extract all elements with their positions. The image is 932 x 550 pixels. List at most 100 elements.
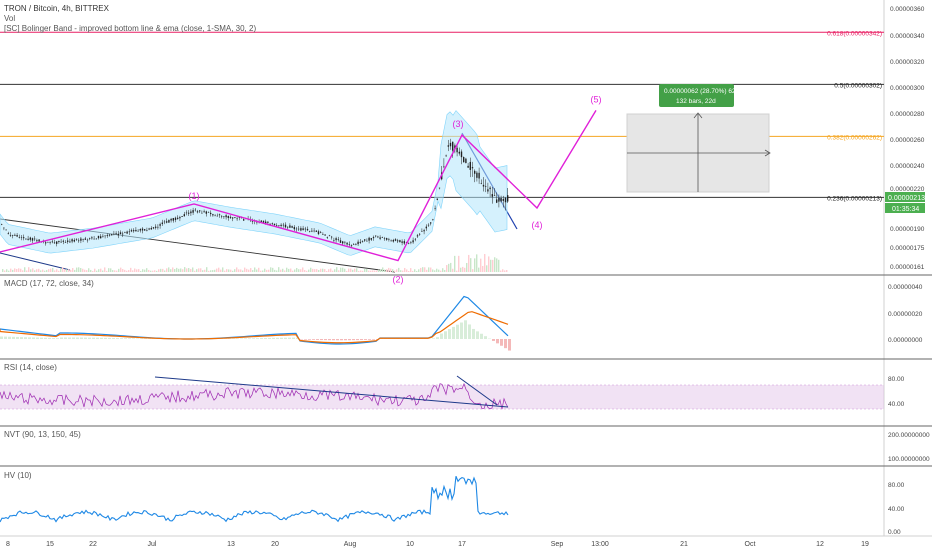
volume-bar: [60, 268, 62, 272]
candle-body: [166, 221, 168, 223]
candle-body: [421, 231, 423, 232]
volume-bar: [44, 270, 46, 272]
candle-body: [403, 241, 405, 244]
candle-body: [295, 228, 298, 230]
volume-bar: [86, 270, 88, 272]
candle-body: [324, 234, 326, 236]
volume-bar: [306, 270, 308, 272]
candle-body: [287, 226, 289, 228]
time-tick-label: 19: [861, 541, 869, 548]
macd-histogram-bar: [448, 329, 451, 339]
volume-bar: [112, 270, 114, 272]
volume-bar: [140, 270, 142, 272]
candle-body: [135, 229, 137, 232]
volume-bar: [350, 268, 352, 272]
candle-body: [480, 183, 482, 184]
volume-bar: [70, 269, 72, 272]
macd-histogram-bar: [28, 337, 31, 339]
macd-histogram-bar: [372, 339, 375, 340]
volume-bar: [416, 270, 418, 272]
candle-body: [148, 228, 150, 230]
candle-body: [502, 198, 504, 201]
macd-histogram-bar: [456, 324, 459, 339]
price-tick-label: 0.00000161: [890, 264, 925, 271]
candle-body: [447, 145, 449, 147]
candle-body: [223, 216, 225, 218]
candle-body: [53, 242, 56, 244]
candle-body: [139, 229, 141, 231]
volume-bar: [30, 269, 32, 272]
volume-bar: [206, 267, 208, 272]
volume-bar: [282, 268, 284, 272]
volume-bar: [188, 267, 190, 272]
candle-body: [172, 218, 174, 221]
candle-body: [328, 235, 331, 237]
candle-body: [399, 240, 401, 243]
volume-bar: [120, 267, 122, 272]
fib-level-label: 0.5(0.00000302): [834, 82, 882, 89]
volume-bar: [292, 270, 294, 272]
candle-body: [207, 212, 210, 213]
volume-bar: [92, 270, 94, 272]
candle-body: [188, 212, 190, 214]
volume-bar: [150, 270, 152, 272]
candle-body: [67, 240, 69, 242]
candle-body: [346, 242, 348, 245]
pane-tick-label: 0.00: [888, 529, 901, 536]
candle-body: [29, 237, 31, 240]
volume-bar: [456, 270, 458, 272]
volume-bar: [390, 268, 392, 272]
candle-body: [379, 237, 381, 239]
candle-body: [443, 166, 445, 168]
macd-histogram-bar: [492, 339, 495, 341]
candle-body: [425, 226, 427, 229]
macd-histogram-bar: [468, 324, 471, 339]
x-axis-ticks: 8 15 22 Jul 13 20 Aug 10 17 Sep 13:00 21 Oct 12 19: [6, 541, 869, 548]
candle-body: [232, 217, 234, 219]
countdown-tag: [885, 203, 925, 213]
candle-body: [476, 172, 478, 178]
volume-bar: [152, 270, 154, 272]
volume-bar: [76, 267, 78, 272]
volume-bar: [454, 255, 456, 272]
candle-body: [489, 187, 491, 190]
candle-body: [150, 228, 152, 230]
last-price-value: 0.00000213: [888, 195, 925, 202]
volume-bar: [436, 268, 438, 272]
macd-histogram-bar: [360, 339, 363, 341]
candle-body: [438, 187, 441, 189]
volume-bar: [382, 267, 384, 272]
candle-body: [302, 228, 304, 231]
time-tick-label: 13: [227, 541, 235, 548]
macd-histogram-bar: [48, 337, 51, 339]
macd-histogram-bar: [452, 326, 455, 339]
candle-body: [273, 223, 276, 226]
candle-body: [498, 197, 500, 202]
candle-body: [434, 208, 436, 209]
volume-bar: [160, 268, 162, 272]
candle-body: [163, 221, 166, 223]
macd-histogram-bar: [284, 337, 287, 339]
volume-bar: [326, 270, 328, 272]
volume-bar: [438, 269, 440, 272]
candle-body: [388, 239, 390, 240]
price-tick-label: 0.00000220: [890, 186, 925, 193]
volume-bar: [50, 268, 52, 272]
candle-body: [225, 215, 227, 218]
candle-body: [155, 226, 157, 228]
macd-histogram-bar: [348, 339, 351, 341]
macd-histogram-bar: [472, 328, 475, 339]
candle-body: [45, 242, 47, 244]
volume-bar: [492, 259, 494, 272]
volume-bar: [404, 267, 406, 272]
candle-body: [313, 230, 315, 232]
candle-body: [60, 241, 62, 243]
candle-body: [306, 228, 309, 231]
candle-body: [119, 232, 122, 235]
candle-body: [58, 240, 60, 242]
candle-body: [159, 224, 161, 226]
volume-bar: [274, 269, 276, 272]
candle-body: [36, 240, 38, 242]
time-tick-label: Jul: [148, 541, 157, 548]
